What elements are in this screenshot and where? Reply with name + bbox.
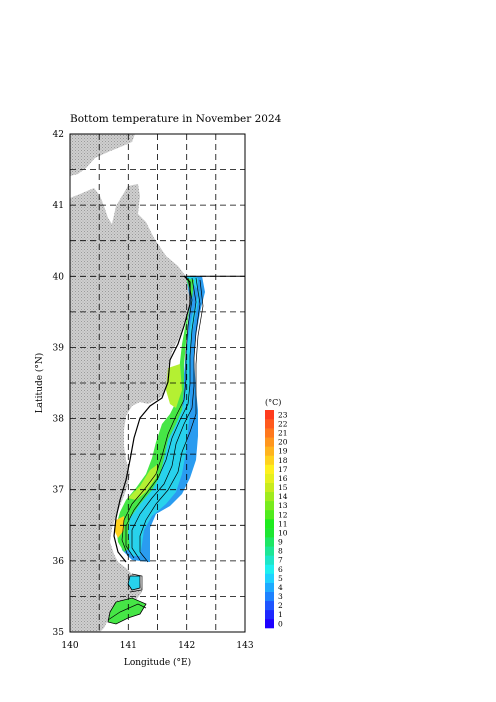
colorbar-label: 2 (278, 601, 283, 610)
x-tick-label: 140 (61, 641, 78, 651)
colorbar-label: 13 (278, 501, 288, 510)
colorbar-swatch (265, 509, 274, 520)
colorbar-label: 14 (278, 492, 288, 501)
x-tick-label: 143 (236, 641, 253, 651)
y-tick-label: 38 (53, 415, 65, 425)
colorbar-swatch (265, 528, 274, 538)
colorbar-label: 5 (278, 574, 283, 583)
y-tick-label: 41 (53, 201, 64, 211)
x-axis-label: Longitude (°E) (124, 657, 191, 668)
isotherm-lines (107, 277, 204, 621)
warm-water (128, 364, 182, 500)
colorbar-swatch (265, 618, 274, 629)
colorbar-swatch (265, 464, 274, 474)
plot-frame (69, 133, 246, 633)
colorbar-swatch (265, 428, 274, 438)
y-tick-label: 36 (53, 557, 65, 567)
colorbar-swatch (265, 519, 274, 529)
colorbar-swatch (265, 455, 274, 465)
colorbar-label: 6 (278, 565, 283, 574)
colorbar-swatch (265, 446, 274, 456)
hot-water (114, 516, 124, 538)
colorbar-swatch (265, 537, 274, 547)
colorbar-unit: (°C) (265, 398, 281, 407)
x-tick-labels: 140 141 142 143 (61, 641, 253, 651)
colorbar-swatch (265, 482, 274, 493)
mid-water (124, 276, 200, 556)
colorbar-label: 21 (278, 429, 288, 438)
colorbar-label: 4 (278, 583, 283, 592)
colorbar-label: 1 (278, 610, 283, 619)
colorbar-swatch (265, 564, 274, 574)
southern-patch-1 (127, 575, 141, 591)
colorbar-swatch (265, 555, 274, 565)
y-tick-label: 35 (53, 628, 65, 638)
colorbar-swatch (265, 437, 274, 447)
x-tick-label: 141 (120, 641, 137, 651)
colorbar-label: 17 (278, 465, 288, 474)
colorbar-label: 8 (278, 547, 283, 556)
colorbar-swatch (265, 546, 274, 556)
colorbar-label: 18 (278, 456, 288, 465)
y-axis-label: Latitude (°N) (34, 353, 45, 414)
colorbar-label: 10 (278, 528, 288, 537)
colorbar-swatch (265, 600, 274, 611)
deep-water (120, 276, 205, 562)
colorbar-label: 0 (278, 619, 283, 628)
y-tick-label: 40 (53, 272, 65, 282)
colorbar-label: 19 (278, 447, 288, 456)
y-tick-labels: 35 36 37 38 39 40 41 42 (53, 130, 65, 638)
y-tick-label: 37 (53, 486, 65, 496)
y-tick-label: 42 (53, 130, 64, 140)
colorbar-label: 3 (278, 592, 283, 601)
colorbar-label: 7 (278, 556, 283, 565)
colorbar-swatch (265, 582, 274, 592)
x-tick-label: 142 (178, 641, 195, 651)
colorbar-label: 11 (278, 519, 288, 528)
colorbar-swatch (265, 491, 274, 502)
colorbar-swatch (265, 410, 274, 420)
map-title: Bottom temperature in November 2024 (70, 113, 282, 125)
colorbar-label: 15 (278, 483, 288, 492)
colorbar-swatch (265, 473, 274, 483)
colorbar-swatch (265, 609, 274, 620)
coast-outline (113, 275, 191, 563)
colorbar-swatch (265, 419, 274, 429)
colorbar-swatch (265, 591, 274, 602)
colorbar-swatch (265, 500, 274, 511)
colorbar-label: 23 (278, 410, 288, 419)
y-tick-label: 39 (53, 343, 65, 353)
colorbar-label: 22 (278, 419, 288, 428)
colorbar-label: 12 (278, 510, 288, 519)
colorbar-label: 9 (278, 538, 283, 547)
colorbar-swatch (265, 573, 274, 583)
colorbar-label: 16 (278, 474, 288, 483)
colorbar-label: 20 (278, 438, 288, 447)
